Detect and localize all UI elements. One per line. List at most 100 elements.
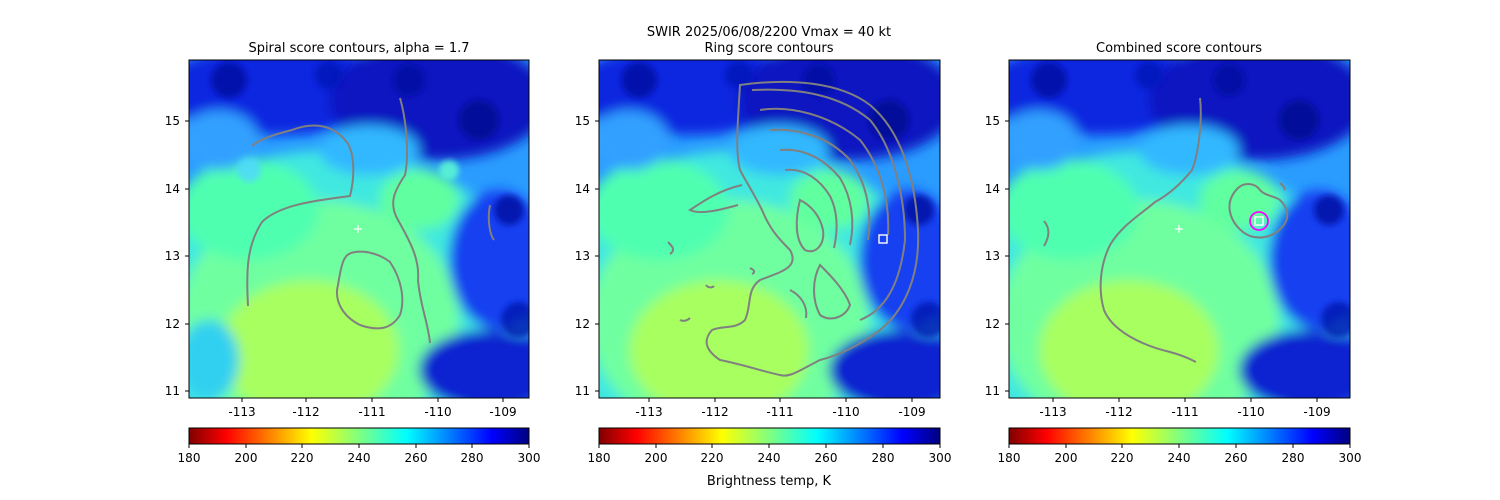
colorbar: 180 200 220 240 260 280 300 [588, 427, 952, 465]
x-tick: -110 [832, 398, 860, 419]
svg-text:300: 300 [929, 451, 952, 465]
svg-text:-109: -109 [489, 405, 516, 419]
y-tick: 14 [985, 182, 1009, 196]
panel-title: Combined score contours [1096, 41, 1262, 56]
x-tick: -113 [1039, 398, 1067, 419]
cb-tick: 200 [235, 444, 258, 465]
combined-contours [1043, 97, 1289, 363]
colorbar-ticks: 180 200 220 240 260 280 300 [178, 444, 541, 465]
colorbar-label: Brightness temp, K [707, 474, 832, 489]
heatmap-image [1009, 60, 1350, 398]
svg-text:12: 12 [985, 317, 1000, 331]
panel-title: Ring score contours [704, 41, 833, 56]
cb-tick: 280 [461, 444, 483, 465]
y-ticks: 11 12 13 14 15 [165, 114, 189, 398]
colorbar-ticks: 180 200 220 240 260 280 300 [588, 444, 952, 465]
x-tick: -111 [1171, 398, 1199, 419]
spiral-contours [246, 97, 495, 344]
y-tick: 12 [165, 317, 189, 331]
svg-text:-110: -110 [1237, 405, 1264, 419]
svg-text:-111: -111 [358, 405, 385, 419]
colorbar: 180 200 220 240 260 280 300 [178, 427, 541, 465]
svg-text:12: 12 [165, 317, 180, 331]
magenta-circle-marker [1249, 211, 1269, 231]
y-tick: 12 [575, 317, 599, 331]
y-tick: 15 [985, 114, 1009, 128]
svg-text:300: 300 [518, 451, 541, 465]
heatmap-image [189, 60, 529, 398]
cb-tick: 280 [872, 444, 894, 465]
svg-text:200: 200 [1055, 451, 1078, 465]
svg-text:-111: -111 [1171, 405, 1198, 419]
y-tick: 14 [575, 182, 599, 196]
panel-spiral: Spiral score contours, alpha = 1.7 [165, 41, 541, 465]
colorbar: 180 200 220 240 260 280 300 [998, 427, 1362, 465]
panel-ring: Ring score contours [575, 41, 952, 489]
cb-tick: 260 [405, 444, 428, 465]
cb-tick: 280 [1282, 444, 1305, 465]
svg-text:200: 200 [235, 451, 258, 465]
y-tick: 13 [985, 249, 1009, 263]
x-ticks: -113 -112 -111 -110 -109 [1039, 398, 1331, 419]
cb-tick: 220 [1111, 444, 1134, 465]
colorbar-ticks: 180 200 220 240 260 280 300 [998, 444, 1362, 465]
svg-text:240: 240 [758, 451, 781, 465]
square-marker [878, 234, 888, 244]
cb-tick: 200 [1055, 444, 1078, 465]
x-tick: -113 [635, 398, 663, 419]
y-tick: 12 [985, 317, 1009, 331]
svg-text:15: 15 [985, 114, 1000, 128]
svg-text:280: 280 [1282, 451, 1305, 465]
svg-text:-112: -112 [292, 405, 319, 419]
svg-text:260: 260 [815, 451, 838, 465]
cb-tick: 200 [645, 444, 668, 465]
svg-text:220: 220 [701, 451, 724, 465]
center-plus-marker [354, 225, 362, 233]
cb-tick: 240 [1168, 444, 1190, 465]
svg-text:13: 13 [985, 249, 1000, 263]
y-ticks: 11 12 13 14 15 [575, 114, 599, 398]
cb-tick: 180 [178, 444, 201, 465]
svg-text:-113: -113 [635, 405, 662, 419]
svg-text:13: 13 [575, 249, 590, 263]
svg-text:-109: -109 [1303, 405, 1330, 419]
cb-tick: 240 [348, 444, 370, 465]
cb-tick: 260 [1225, 444, 1247, 465]
cb-tick: 220 [291, 444, 314, 465]
y-tick: 15 [575, 114, 599, 128]
svg-text:11: 11 [165, 384, 180, 398]
heatmap-image [599, 60, 940, 398]
svg-text:220: 220 [1111, 451, 1134, 465]
svg-text:14: 14 [575, 182, 590, 196]
x-ticks: -113 -112 -111 -110 -109 [635, 398, 926, 419]
svg-text:-110: -110 [832, 405, 859, 419]
svg-text:200: 200 [645, 451, 668, 465]
panel-combined: Combined score contours [985, 41, 1362, 465]
y-tick: 11 [985, 384, 1009, 398]
svg-text:180: 180 [178, 451, 201, 465]
figure-suptitle: SWIR 2025/06/08/2200 Vmax = 40 kt [647, 25, 891, 40]
y-tick: 14 [165, 182, 189, 196]
svg-text:11: 11 [575, 384, 590, 398]
cb-tick: 300 [929, 444, 952, 465]
svg-text:220: 220 [291, 451, 314, 465]
x-tick: -112 [292, 398, 320, 419]
svg-text:-109: -109 [898, 405, 925, 419]
x-tick: -112 [701, 398, 729, 419]
x-tick: -111 [358, 398, 386, 419]
svg-text:260: 260 [405, 451, 428, 465]
cb-tick: 180 [998, 444, 1020, 465]
y-tick: 13 [165, 249, 189, 263]
x-tick: -109 [1303, 398, 1331, 419]
ring-contours [667, 80, 920, 377]
cb-tick: 300 [1339, 444, 1362, 465]
center-plus-marker [1175, 225, 1183, 233]
x-tick: -109 [898, 398, 926, 419]
x-tick: -111 [766, 398, 794, 419]
svg-text:13: 13 [165, 249, 180, 263]
cb-tick: 260 [815, 444, 838, 465]
svg-text:11: 11 [985, 384, 1000, 398]
svg-text:300: 300 [1339, 451, 1362, 465]
svg-text:-110: -110 [424, 405, 451, 419]
